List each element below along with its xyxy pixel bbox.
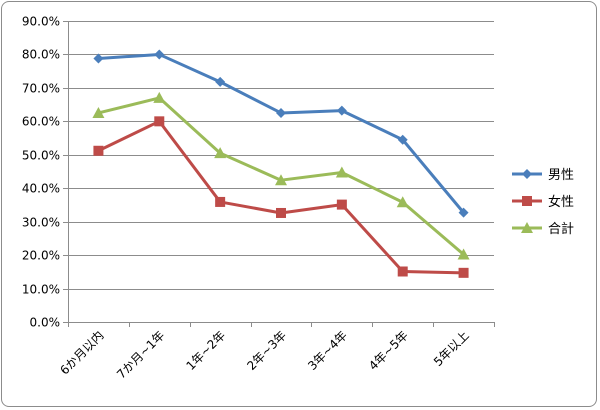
data-point xyxy=(93,145,104,156)
data-point xyxy=(93,53,104,64)
y-tick-label: 40.0% xyxy=(22,182,60,196)
data-point xyxy=(154,116,165,127)
series-group xyxy=(92,49,470,278)
gridlines xyxy=(63,21,495,327)
y-tick-label: 90.0% xyxy=(22,15,60,29)
y-tick-label: 60.0% xyxy=(22,115,60,129)
data-point xyxy=(154,49,165,60)
y-tick-label: 20.0% xyxy=(22,249,60,263)
legend-marker xyxy=(522,169,532,179)
y-tick-label: 70.0% xyxy=(22,82,60,96)
y-tick-label: 30.0% xyxy=(22,216,60,230)
legend-label: 男性 xyxy=(548,168,574,183)
data-point xyxy=(153,91,166,103)
x-tick-label: 2年~3年 xyxy=(244,328,289,373)
data-point xyxy=(92,106,105,118)
x-tick-label: 5年以上 xyxy=(431,328,472,369)
x-tick-label: 1年~2年 xyxy=(183,328,228,373)
data-point xyxy=(457,248,470,260)
legend-label: 合計 xyxy=(548,221,574,237)
data-point xyxy=(336,199,347,210)
data-point xyxy=(397,134,408,145)
data-point xyxy=(276,107,286,118)
y-tick-label: 0.0% xyxy=(30,316,61,330)
x-tick-label: 4年~5年 xyxy=(366,328,411,373)
data-point xyxy=(458,207,469,218)
data-point xyxy=(275,174,287,186)
data-point xyxy=(335,166,348,178)
series-line xyxy=(97,119,464,275)
x-tick-label: 7か月~1年 xyxy=(114,328,167,381)
data-point xyxy=(336,105,347,116)
data-point xyxy=(215,76,226,87)
y-tick-label: 80.0% xyxy=(22,48,60,62)
x-tick-label: 6か月以内 xyxy=(57,328,106,377)
x-tick-label: 3年~4年 xyxy=(305,328,350,373)
y-tick-label: 50.0% xyxy=(22,149,60,163)
legend-label: 女性 xyxy=(548,194,574,210)
data-point xyxy=(396,196,409,208)
legend-marker xyxy=(521,222,533,233)
data-point xyxy=(397,266,408,277)
data-point xyxy=(215,196,226,207)
data-point xyxy=(458,267,469,278)
y-axis-ticks: 0.0% 10.0% 20.0% 30.0% 40.0% 50.0% 60.0% 70.0% 8… xyxy=(22,15,60,330)
data-point xyxy=(276,207,286,218)
y-tick-label: 10.0% xyxy=(22,283,60,297)
data-point xyxy=(214,147,227,159)
x-axis-ticks: 6か月以内 7か月~1年 1年~2年 2年~3年 3年~4年 4年~5年 5年以上 xyxy=(57,328,471,381)
legend-marker xyxy=(522,196,532,206)
